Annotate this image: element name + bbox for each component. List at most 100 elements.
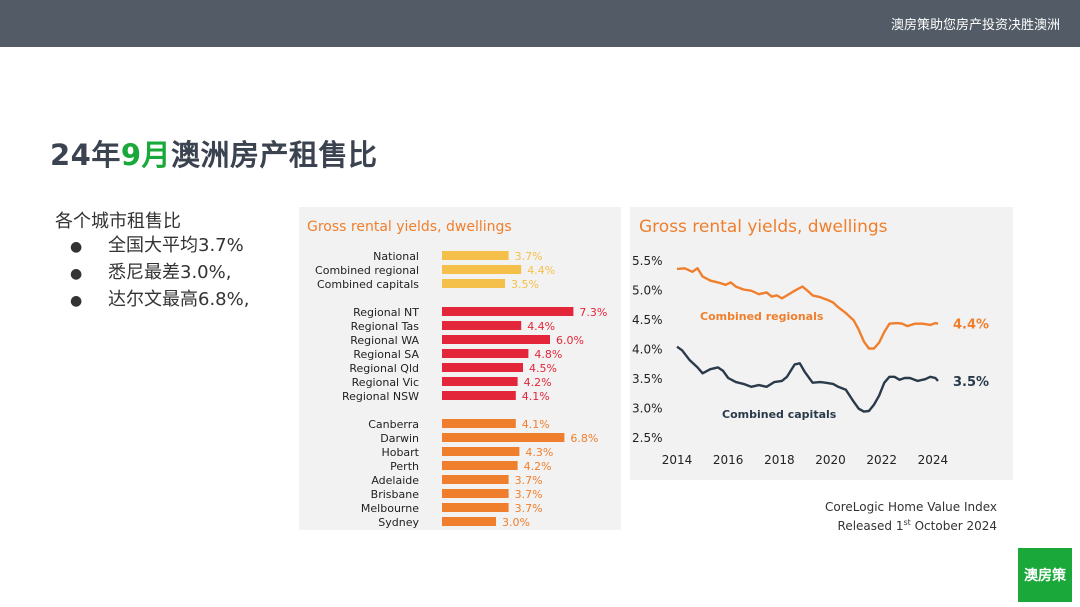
bar [442, 265, 522, 274]
bar [442, 475, 509, 484]
source-line-2: Released 1st October 2024 [760, 515, 997, 534]
line-chart: Gross rental yields, dwellings 5.5% 5.0% 4.… [632, 217, 989, 467]
bar-category-label: Canberra [368, 418, 419, 431]
bar-category-label: Hobart [381, 446, 419, 459]
bar-chart: Gross rental yields, dwellings National 3.… [307, 219, 607, 529]
bar [442, 391, 516, 400]
title-highlight: 9月 [120, 138, 172, 172]
series-line [676, 267, 939, 350]
bar [442, 517, 496, 526]
bullet-text: 悉尼最差3.0%, [108, 262, 232, 283]
source-note: CoreLogic Home Value Index Released 1st … [760, 500, 997, 534]
bar [442, 489, 509, 498]
bar-category-label: Melbourne [361, 502, 419, 515]
bar-category-label: Sydney [378, 516, 419, 529]
bar-value-label: 4.8% [534, 348, 562, 361]
bar-value-label: 4.4% [527, 320, 555, 333]
bar-value-label: 6.8% [570, 432, 598, 445]
bar-category-label: Perth [390, 460, 419, 473]
x-tick-label: 2022 [866, 453, 897, 467]
bar [442, 251, 509, 260]
bar-category-label: Regional Qld [349, 362, 419, 375]
y-tick-label: 3.0% [632, 402, 663, 416]
bar-value-label: 3.0% [502, 516, 530, 529]
bar-category-label: Darwin [380, 432, 419, 445]
x-tick-label: 2016 [713, 453, 744, 467]
bullet-item: ● 悉尼最差3.0%, [70, 263, 249, 290]
bar [442, 433, 565, 442]
x-tick-label: 2020 [815, 453, 846, 467]
bullet-item: ● 全国大平均3.7% [70, 236, 249, 263]
source-date: October 2024 [910, 519, 997, 533]
bar-value-label: 3.7% [515, 502, 543, 515]
series-end-label: 4.4% [953, 318, 989, 333]
title-prefix: 24年 [50, 138, 121, 172]
bullet-icon: ● [70, 239, 83, 255]
bar [442, 335, 550, 344]
bar-value-label: 4.2% [524, 460, 552, 473]
bullet-list: ● 全国大平均3.7% ● 悉尼最差3.0%, ● 达尔文最高6.8%, [70, 236, 249, 317]
bar-category-label: Adelaide [371, 474, 419, 487]
bar [442, 307, 574, 316]
bar-category-label: Brisbane [371, 488, 420, 501]
source-ordinal: st [903, 518, 911, 527]
bar-value-label: 3.7% [515, 250, 543, 263]
bullet-heading: 各个城市租售比 [55, 211, 181, 232]
x-tick-label: 2024 [918, 453, 949, 467]
series-end-label: 3.5% [953, 375, 989, 390]
bar-value-label: 7.3% [579, 306, 607, 319]
bar-value-label: 4.3% [525, 446, 553, 459]
bar [442, 363, 523, 372]
bar-category-label: National [373, 250, 419, 263]
bar [442, 503, 509, 512]
bar-value-label: 4.2% [524, 376, 552, 389]
line-chart-panel: Gross rental yields, dwellings 5.5% 5.0% 4.… [630, 207, 1013, 480]
bullet-icon: ● [70, 293, 83, 309]
bar-category-label: Regional NSW [342, 390, 419, 403]
bar-category-label: Regional Tas [351, 320, 420, 333]
logo-text: 澳房策 [1024, 568, 1066, 584]
source-line-1: CoreLogic Home Value Index [824, 500, 997, 514]
bar-value-label: 6.0% [556, 334, 584, 347]
bar-value-label: 4.1% [522, 418, 550, 431]
bar-value-label: 4.1% [522, 390, 550, 403]
bar [442, 419, 516, 428]
y-tick-label: 5.0% [632, 284, 663, 298]
series-name-label: Combined capitals [722, 408, 837, 421]
bar-category-label: Regional Vic [352, 376, 419, 389]
bar-category-label: Combined capitals [317, 278, 419, 291]
bar-value-label: 4.5% [529, 362, 557, 375]
bar [442, 447, 520, 456]
header-tagline: 澳房策助您房产投资决胜澳洲 [890, 18, 1060, 33]
page-title: 24年9月澳洲房产租售比 [50, 132, 378, 174]
series-line [676, 345, 939, 413]
bullet-item: ● 达尔文最高6.8%, [70, 290, 249, 317]
y-tick-label: 5.5% [632, 254, 663, 268]
bullet-text: 全国大平均3.7% [108, 235, 244, 256]
bullet-icon: ● [70, 266, 83, 282]
top-bar: 澳房策助您房产投资决胜澳洲 [0, 0, 1080, 47]
bar-category-label: Regional SA [353, 348, 419, 361]
bar [442, 377, 518, 386]
y-tick-label: 3.5% [632, 372, 663, 386]
x-tick-label: 2014 [662, 453, 693, 467]
y-tick-label: 4.0% [632, 343, 663, 357]
bar-value-label: 3.5% [511, 278, 539, 291]
bar-value-label: 4.4% [527, 264, 555, 277]
chart-title: Gross rental yields, dwellings [639, 217, 888, 237]
title-suffix: 澳洲房产租售比 [171, 138, 378, 172]
bar [442, 321, 522, 330]
bullet-text: 达尔文最高6.8%, [108, 289, 250, 310]
bar-chart-panel: Gross rental yields, dwellings National 3.… [299, 207, 621, 530]
bar-value-label: 3.7% [515, 474, 543, 487]
brand-logo: 澳房策 [1018, 548, 1072, 602]
bar [442, 349, 529, 358]
source-release: Released 1 [837, 519, 904, 533]
bar [442, 461, 518, 470]
chart-title: Gross rental yields, dwellings [307, 219, 512, 235]
y-tick-label: 4.5% [632, 313, 663, 327]
series-name-label: Combined regionals [700, 310, 824, 323]
bar-category-label: Regional WA [350, 334, 419, 347]
bar-category-label: Combined regional [315, 264, 419, 277]
y-tick-label: 2.5% [632, 431, 663, 445]
